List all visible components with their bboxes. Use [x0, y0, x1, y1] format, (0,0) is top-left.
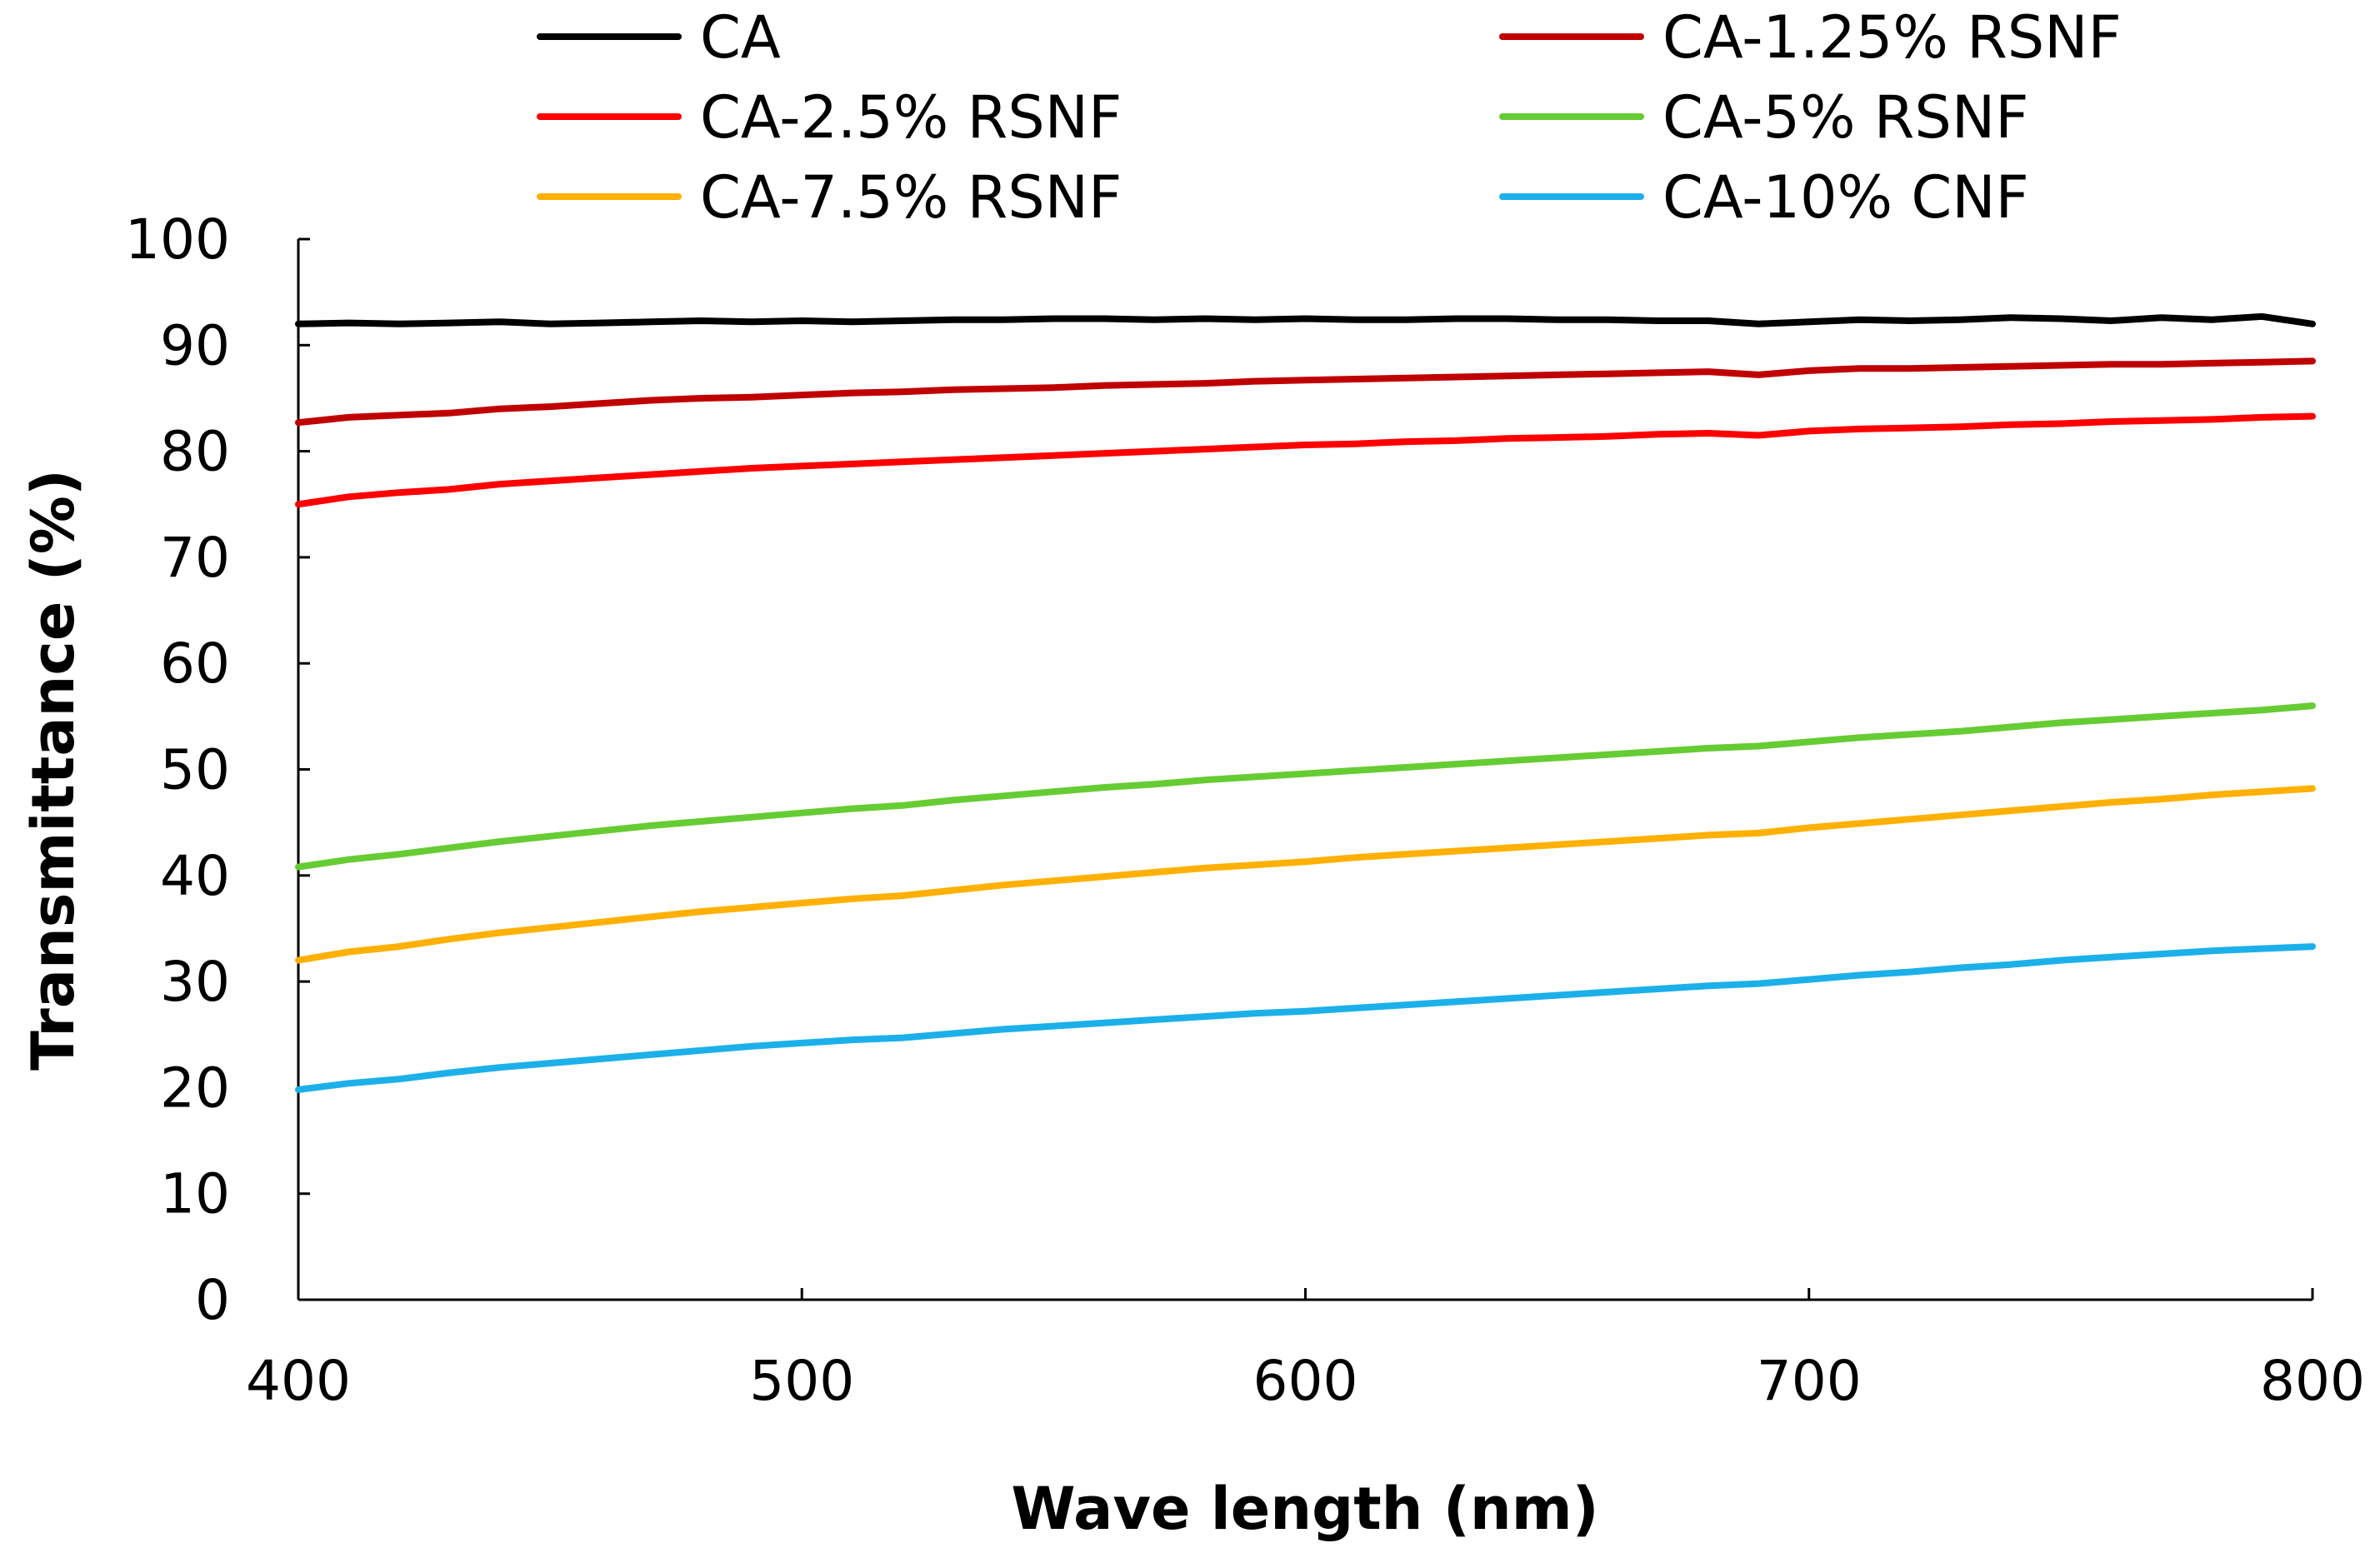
series-line-3: [295, 702, 2316, 871]
y-tick-label: 90: [160, 313, 230, 377]
y-tick-label: 10: [160, 1162, 230, 1226]
y-tick-label: 50: [160, 738, 230, 802]
series-line-4: [295, 785, 2316, 964]
series-line-1: [295, 357, 2316, 427]
x-tick-label: 800: [2260, 1349, 2365, 1413]
legend-label: CA-1.25% RSNF: [1662, 3, 2122, 72]
y-tick-label: 0: [195, 1268, 230, 1332]
x-tick-label: 400: [246, 1349, 351, 1413]
legend: CA CA-1.25% RSNF CA-2.5% RSNF CA-5% RSNF CA-…: [537, 3, 2122, 232]
y-tick-label: 20: [160, 1056, 230, 1120]
y-tick-label: 40: [160, 844, 230, 908]
x-axis-title: Wave length (nm): [1011, 1475, 1598, 1543]
axes: 0 10 20 30 40 50 60 70 80 90 100 400 500 600 700 800: [125, 207, 2365, 1413]
y-tick-label: 80: [160, 420, 230, 484]
x-tick-label: 500: [749, 1349, 854, 1413]
y-axis-title: Transmittance (%): [19, 469, 88, 1071]
series-line-0: [295, 312, 2316, 327]
x-tick-label: 600: [1253, 1349, 1358, 1413]
y-tick-label: 60: [160, 632, 230, 696]
x-tick-label: 700: [1757, 1349, 1862, 1413]
legend-label: CA-5% RSNF: [1662, 83, 2028, 152]
y-tick-label: 70: [160, 526, 230, 590]
x-ticks: 400 500 600 700 800: [246, 1288, 2365, 1413]
series-line-5: [295, 943, 2316, 1093]
legend-label: CA: [700, 3, 781, 72]
y-tick-label: 100: [125, 207, 230, 272]
legend-label: CA-2.5% RSNF: [700, 83, 1122, 152]
legend-label: CA-10% CNF: [1662, 163, 2029, 232]
legend-label: CA-7.5% RSNF: [700, 163, 1122, 232]
series-lines: [295, 312, 2316, 1093]
y-tick-label: 30: [160, 950, 230, 1014]
series-line-2: [295, 412, 2316, 508]
y-ticks: 0 10 20 30 40 50 60 70 80 90 100: [125, 207, 310, 1332]
